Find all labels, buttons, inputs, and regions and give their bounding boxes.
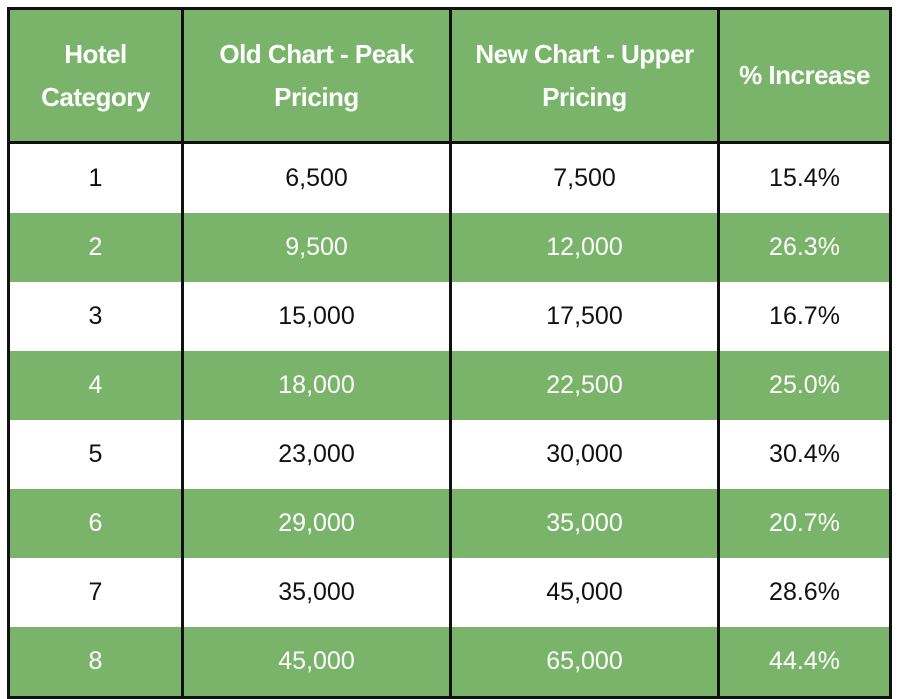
cell-old-price: 35,000 [182, 558, 452, 627]
cell-new-price: 45,000 [450, 558, 720, 627]
table-row: 3 15,000 17,500 16.7% [8, 282, 891, 351]
cell-increase: 44.4% [718, 627, 891, 698]
cell-new-price: 22,500 [450, 351, 720, 420]
cell-new-price: 35,000 [450, 489, 720, 558]
pricing-table: Hotel Category Old Chart - Peak Pricing … [7, 7, 892, 699]
cell-old-price: 9,500 [182, 213, 452, 282]
cell-increase: 30.4% [718, 420, 891, 489]
cell-new-price: 7,500 [450, 142, 720, 213]
cell-increase: 20.7% [718, 489, 891, 558]
table-row: 1 6,500 7,500 15.4% [8, 142, 891, 213]
table-row: 5 23,000 30,000 30.4% [8, 420, 891, 489]
cell-category: 3 [8, 282, 184, 351]
cell-old-price: 15,000 [182, 282, 452, 351]
cell-old-price: 45,000 [182, 627, 452, 698]
cell-new-price: 65,000 [450, 627, 720, 698]
cell-old-price: 23,000 [182, 420, 452, 489]
table-row: 8 45,000 65,000 44.4% [8, 627, 891, 698]
cell-old-price: 6,500 [182, 142, 452, 213]
cell-category: 5 [8, 420, 184, 489]
cell-category: 4 [8, 351, 184, 420]
table-row: 4 18,000 22,500 25.0% [8, 351, 891, 420]
cell-category: 7 [8, 558, 184, 627]
header-old-chart: Old Chart - Peak Pricing [182, 8, 452, 144]
cell-new-price: 17,500 [450, 282, 720, 351]
cell-old-price: 29,000 [182, 489, 452, 558]
table-row: 6 29,000 35,000 20.7% [8, 489, 891, 558]
cell-category: 8 [8, 627, 184, 698]
cell-increase: 28.6% [718, 558, 891, 627]
header-increase: % Increase [718, 8, 891, 144]
header-row: Hotel Category Old Chart - Peak Pricing … [8, 8, 891, 144]
table-row: 7 35,000 45,000 28.6% [8, 558, 891, 627]
cell-category: 6 [8, 489, 184, 558]
cell-increase: 15.4% [718, 142, 891, 213]
cell-old-price: 18,000 [182, 351, 452, 420]
cell-increase: 25.0% [718, 351, 891, 420]
cell-new-price: 12,000 [450, 213, 720, 282]
cell-category: 1 [8, 142, 184, 213]
header-hotel-category: Hotel Category [8, 8, 184, 144]
cell-increase: 26.3% [718, 213, 891, 282]
table-row: 2 9,500 12,000 26.3% [8, 213, 891, 282]
cell-increase: 16.7% [718, 282, 891, 351]
cell-new-price: 30,000 [450, 420, 720, 489]
header-new-chart: New Chart - Upper Pricing [450, 8, 720, 144]
cell-category: 2 [8, 213, 184, 282]
